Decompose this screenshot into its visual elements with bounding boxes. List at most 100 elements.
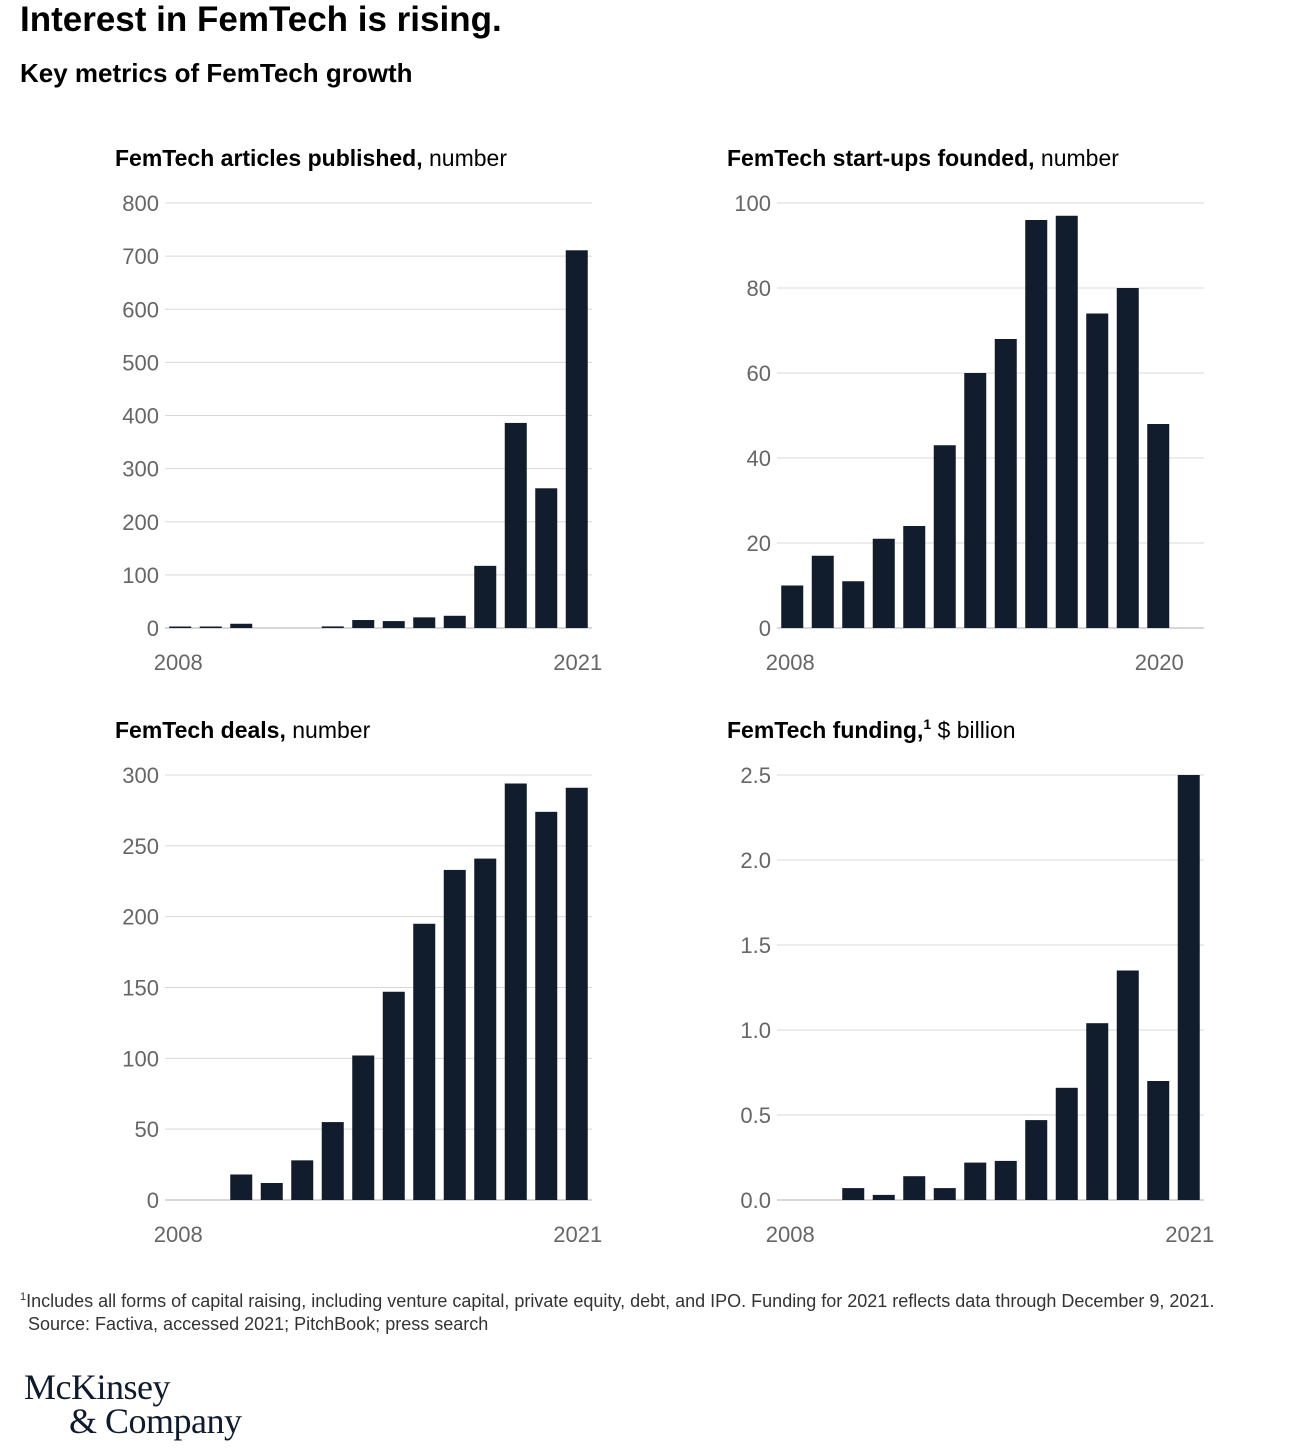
y-tick-label: 600 (122, 297, 159, 322)
bar-2016: 2016: 20 (413, 617, 436, 628)
bar-2020: 2020: 274 (535, 811, 558, 1200)
y-tick-label: 250 (122, 834, 159, 859)
footnote-text: Includes all forms of capital raising, i… (26, 1291, 1215, 1311)
bar-2017: 2017: 97 (1055, 215, 1078, 628)
bar-2019: 2019: 1.35 (1116, 970, 1139, 1200)
bar-2011: 2011: 21 (872, 538, 895, 628)
y-tick-label: 300 (122, 763, 159, 788)
y-tick-label: 50 (135, 1117, 159, 1142)
chart-title-bold: FemTech start-ups founded, (727, 145, 1035, 171)
bar-2017: 2017: 233 (443, 869, 466, 1200)
bar-2019: 2019: 294 (504, 783, 527, 1200)
y-tick-label: 0 (147, 616, 159, 641)
bar-2013: 2013: 55 (321, 1122, 344, 1200)
bar-2021: 2021: 2.5 (1177, 775, 1200, 1200)
bar-2016: 2016: 96 (1025, 220, 1048, 628)
logo-line-2: & Company (69, 1401, 242, 1441)
footnote-mark: 1 (20, 1291, 27, 1303)
y-tick-label: 200 (122, 905, 159, 930)
y-tick-label: 700 (122, 244, 159, 269)
chart-title: FemTech deals, number (115, 717, 371, 743)
bar-2013: 2013: 0.07 (933, 1188, 956, 1200)
chart-startups-founded: FemTech start-ups founded, number 0 20 40 60… (612, 140, 1252, 700)
chart-title-bold: FemTech articles published, (115, 145, 423, 171)
bar-2011: 2011: 12 (260, 1183, 283, 1200)
bar-2015: 2015: 13 (382, 621, 405, 628)
bar-2018: 2018: 241 (474, 858, 497, 1200)
mckinsey-logo: McKinsey & Company (24, 1367, 242, 1441)
y-tick-label: 2.5 (740, 763, 771, 788)
y-tick-label: 40 (747, 446, 771, 471)
bar-2018: 2018: 74 (1086, 313, 1109, 628)
chart-title-unit: number (423, 145, 508, 171)
bar-2014: 2014: 60 (964, 373, 987, 628)
bar-2013: 2013: 3 (321, 626, 344, 628)
bar-2018: 2018: 1.04 (1086, 1023, 1109, 1200)
bar-2015: 2015: 0.23 (994, 1160, 1017, 1200)
bar-2012: 2012: 28 (291, 1160, 314, 1200)
bar-2010: 2010: 0.07 (842, 1188, 865, 1200)
y-tick-label: 2.0 (740, 848, 771, 873)
y-tick-label: 0.0 (740, 1188, 771, 1213)
chart-title-unit: number (1035, 145, 1120, 171)
y-tick-label: 60 (747, 361, 771, 386)
chart-articles-published: FemTech articles published, number 0 100 20… (0, 140, 640, 700)
chart-title-bold: FemTech funding, (727, 717, 923, 743)
bar-2010: 2010: 11 (842, 581, 865, 628)
x-tick-label-end: 2021 (553, 650, 602, 675)
y-tick-label: 80 (747, 276, 771, 301)
bar-2015: 2015: 147 (382, 991, 405, 1200)
y-tick-label: 100 (734, 191, 771, 216)
y-tick-label: 300 (122, 457, 159, 482)
chart-title: FemTech start-ups founded, number (727, 145, 1119, 171)
bar-2010: 2010: 18 (230, 1174, 253, 1200)
bar-2009: 2009: 17 (811, 555, 834, 628)
bar-2017: 2017: 0.66 (1055, 1087, 1078, 1200)
bar-2016: 2016: 195 (413, 923, 436, 1200)
y-tick-label: 200 (122, 510, 159, 535)
bar-2008: 2008: 10 (781, 585, 804, 628)
chart-funding: FemTech funding,1 $ billion 0.0 0.5 1.0 1.5 2… (612, 712, 1252, 1272)
x-tick-label-start: 2008 (766, 650, 815, 675)
bar-2021: 2021: 291 (565, 787, 588, 1200)
y-tick-label: 0 (759, 616, 771, 641)
chart-deals: FemTech deals, number 0 50 100 150 200 250 300 2… (0, 712, 640, 1272)
logo-line-1: McKinsey (24, 1367, 170, 1407)
bar-2011: 2011: 0.03 (872, 1194, 895, 1200)
bar-2016: 2016: 0.47 (1025, 1120, 1048, 1200)
bar-2014: 2014: 102 (352, 1055, 375, 1200)
bar-2021: 2021: 711 (565, 250, 588, 628)
chart-svg: FemTech funding,1 $ billion 0.0 0.5 1.0 1.5 2… (727, 716, 1214, 1247)
bar-2009: 2009: 2 (199, 626, 222, 628)
x-tick-label-end: 2020 (1135, 650, 1184, 675)
bar-2013: 2013: 43 (933, 445, 956, 628)
chart-svg: FemTech start-ups founded, number 0 20 40 60… (727, 145, 1204, 675)
y-tick-label: 0.5 (740, 1103, 771, 1128)
chart-svg: FemTech articles published, number 0 100 20… (115, 145, 602, 675)
footnote: 1Includes all forms of capital raising, … (20, 1286, 1214, 1336)
chart-title: FemTech funding,1 $ billion (727, 716, 1016, 743)
bar-2014: 2014: 15 (352, 620, 375, 628)
x-tick-label-end: 2021 (553, 1222, 602, 1247)
page-subtitle: Key metrics of FemTech growth (20, 58, 413, 88)
y-tick-label: 150 (122, 976, 159, 1001)
y-tick-label: 0 (147, 1188, 159, 1213)
chart-title: FemTech articles published, number (115, 145, 507, 171)
bar-2012: 2012: 0.14 (903, 1176, 926, 1200)
chart-title-unit: $ billion (931, 717, 1015, 743)
y-tick-label: 20 (747, 531, 771, 556)
x-tick-label-start: 2008 (154, 650, 203, 675)
chart-title-footnote-mark: 1 (923, 716, 931, 732)
bar-2017: 2017: 23 (443, 615, 466, 628)
y-tick-label: 500 (122, 350, 159, 375)
chart-title-unit: number (286, 717, 371, 743)
bar-2012: 2012: 24 (903, 526, 926, 628)
source-note: Source: Factiva, accessed 2021; PitchBoo… (28, 1314, 489, 1334)
y-tick-label: 1.0 (740, 1018, 771, 1043)
y-tick-label: 800 (122, 191, 159, 216)
x-tick-label-start: 2008 (766, 1222, 815, 1247)
bar-2010: 2010: 8 (230, 623, 253, 628)
y-tick-label: 1.5 (740, 933, 771, 958)
page-title: Interest in FemTech is rising. (20, 0, 502, 39)
x-tick-label-start: 2008 (154, 1222, 203, 1247)
